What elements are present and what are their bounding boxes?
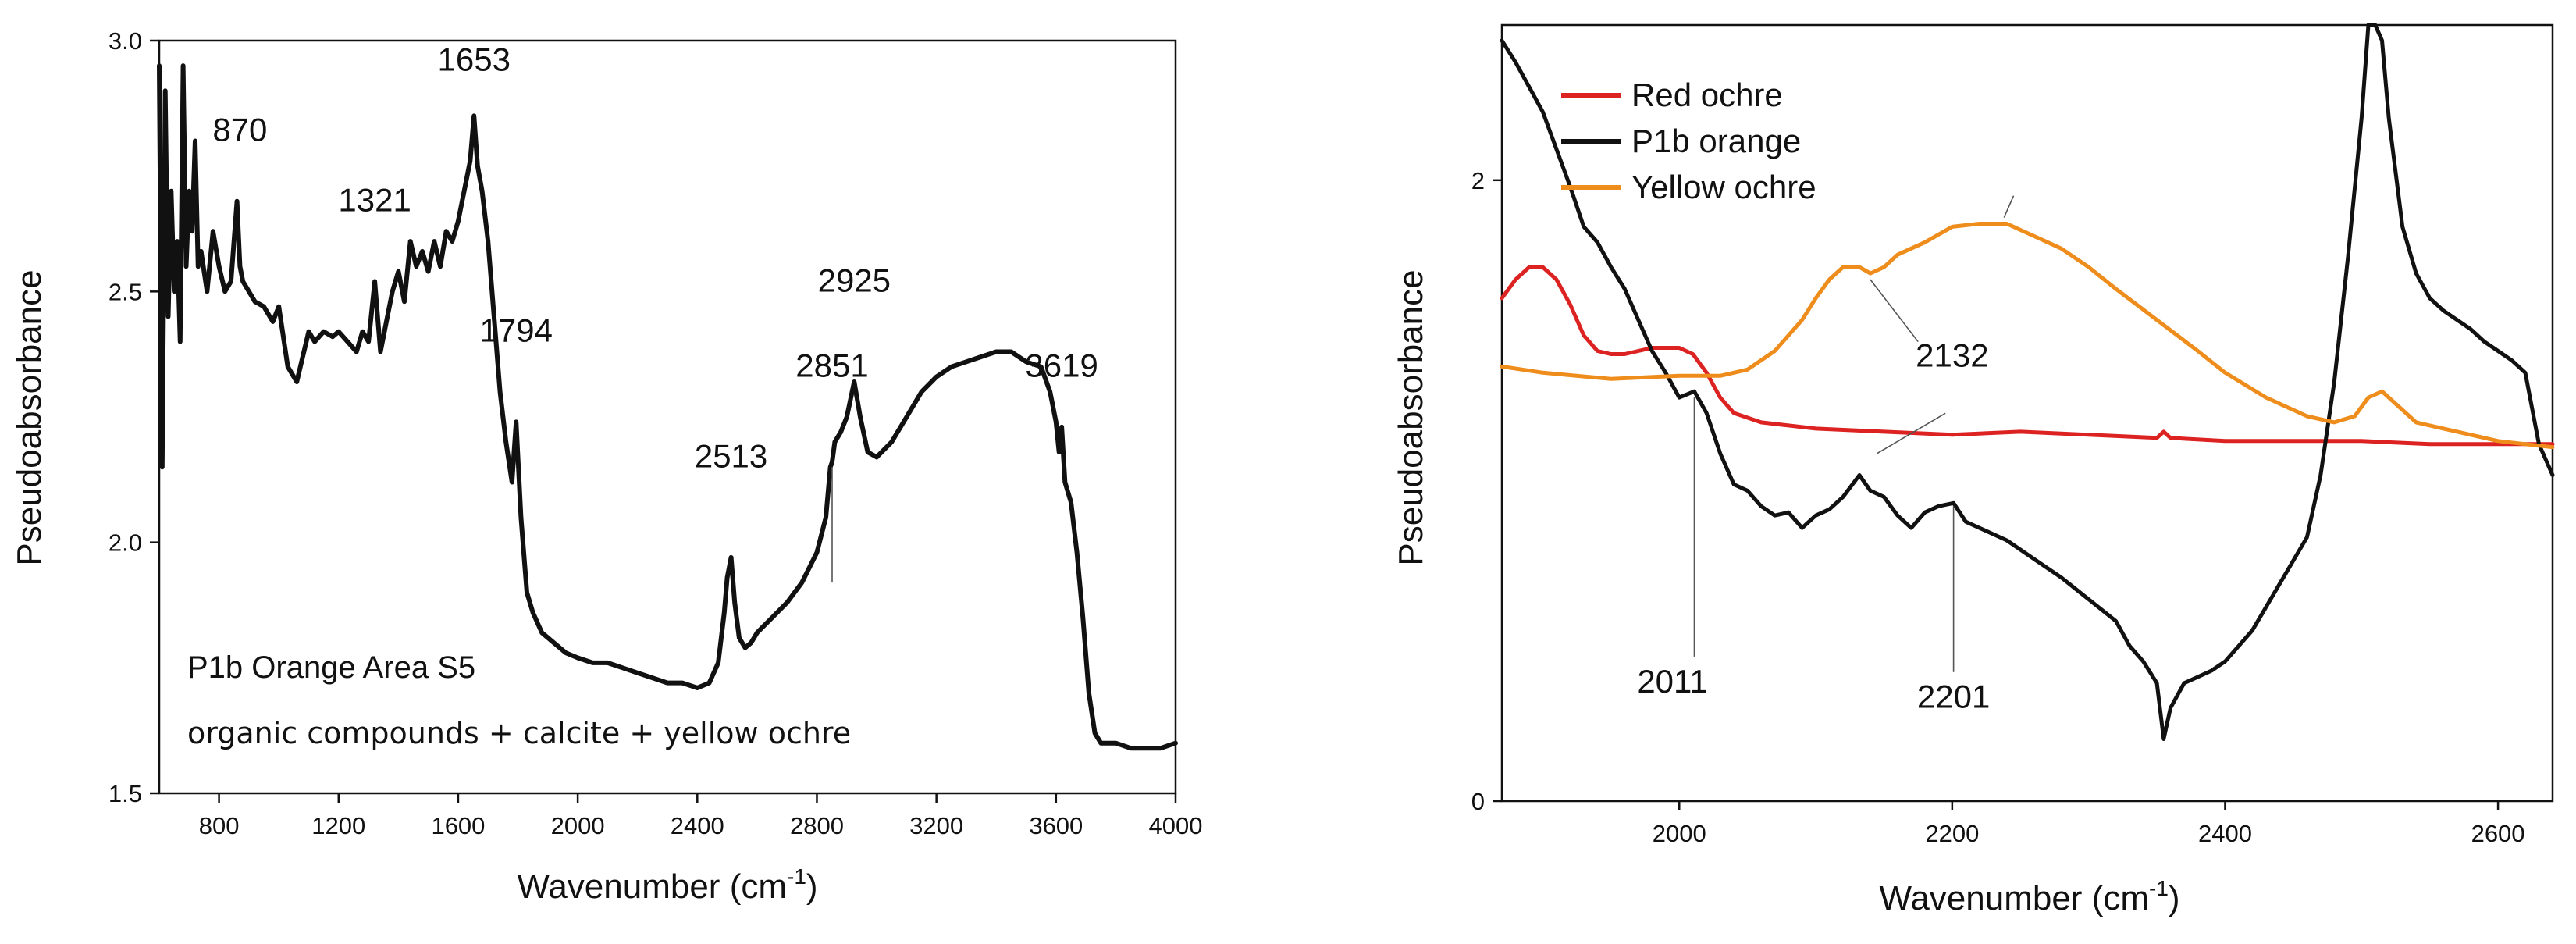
right-peak-label: 2201 — [1917, 679, 1990, 715]
legend-label-yellow-ochre: Yellow ochre — [1631, 169, 1816, 205]
left-x-tick-label: 800 — [199, 812, 240, 839]
left-y-tick-label: 3.0 — [109, 27, 142, 55]
right-peak-label: 2011 — [1637, 663, 1707, 700]
right-x-axis-title-sup: -1 — [2149, 876, 2169, 900]
left-series-p1b-orange-area-s5 — [157, 63, 1178, 751]
right-x-tick-label: 2600 — [2471, 820, 2525, 847]
right-peak-leader — [1877, 412, 1946, 454]
left-peak-label: 3619 — [1025, 347, 1098, 384]
right-peak-leader — [2003, 195, 2015, 218]
left-peak-label: 1653 — [438, 41, 511, 78]
right-series-group — [1500, 23, 2555, 741]
right-y-tick-label: 0 — [1471, 788, 1485, 815]
right-y-axis-title: Pseudoabsorbance — [1392, 269, 1430, 565]
left-y-axis-title: Pseudoabsorbance — [10, 269, 48, 565]
left-peak-label: 1794 — [480, 312, 553, 349]
right-peak-leader — [1870, 279, 1919, 343]
right-y-tick-label: 2 — [1471, 167, 1485, 194]
left-x-axis-title: Wavenumber (cm-1) — [517, 864, 817, 906]
right-series-yellow-ochre — [1500, 222, 2555, 450]
right-x-axis-title-main: Wavenumber (cm — [1879, 879, 2149, 917]
left-y-tick-label: 1.5 — [109, 780, 142, 807]
left-x-tick-label: 3600 — [1029, 812, 1083, 839]
left-series-group — [157, 63, 1178, 751]
right-x-tick-label: 2000 — [1653, 820, 1706, 847]
right-peak-labels: 2011 2132 2201 — [1637, 195, 2015, 715]
left-x-tick-label: 2400 — [671, 812, 724, 839]
right-series-red-ochre — [1500, 265, 2555, 447]
left-peak-labels: 870 1321 1653 1794 2513 2851 2925 3619 — [212, 41, 1098, 583]
left-peak-label: 2513 — [695, 437, 767, 474]
left-peak-label: 870 — [212, 112, 267, 148]
left-x-tick-label: 2000 — [551, 812, 605, 839]
right-x-tick-label: 2400 — [2198, 820, 2252, 847]
left-y-tick-label: 2.0 — [109, 529, 142, 557]
left-peak-label: 2925 — [818, 262, 891, 298]
right-legend: Red ochre P1b orange Yellow ochre — [1561, 77, 1816, 205]
left-x-tick-label: 2800 — [790, 812, 844, 839]
legend-label-red-ochre: Red ochre — [1631, 77, 1783, 113]
right-x-axis-title-close: ) — [2169, 879, 2180, 917]
left-ticks: 800 1200 1600 2000 2400 2800 3200 3600 4000 1.5 2.… — [109, 27, 1203, 839]
right-chart: 2000 2200 2400 2600 0 2 2011 2132 2201 Red ochr… — [1392, 23, 2555, 917]
left-x-tick-label: 4000 — [1149, 812, 1203, 839]
right-x-tick-label: 2200 — [1925, 820, 1979, 847]
left-peak-label: 2851 — [795, 347, 868, 384]
left-x-tick-label: 1600 — [431, 812, 485, 839]
right-plot-frame — [1500, 23, 2554, 803]
left-x-axis-title-main: Wavenumber (cm — [517, 867, 787, 906]
right-peak-label: 2132 — [1916, 337, 1988, 373]
right-ticks: 2000 2200 2400 2600 0 2 — [1471, 167, 2525, 847]
right-x-axis-title: Wavenumber (cm-1) — [1879, 876, 2179, 917]
left-x-tick-label: 3200 — [909, 812, 963, 839]
left-annotation-title: P1b Orange Area S5 — [187, 650, 475, 685]
left-x-axis-title-close: ) — [806, 867, 818, 906]
left-x-tick-label: 1200 — [311, 812, 365, 839]
left-peak-label: 1321 — [338, 182, 411, 219]
left-y-tick-label: 2.5 — [109, 278, 142, 305]
left-plot-frame — [158, 39, 1177, 795]
right-series-p1b-orange — [1500, 23, 2555, 741]
left-annotation-composition: organic compounds + calcite + yellow och… — [187, 716, 851, 750]
left-chart: 800 1200 1600 2000 2400 2800 3200 3600 4000 1.5 2.… — [10, 27, 1202, 906]
legend-label-p1b-orange: P1b orange — [1631, 123, 1801, 159]
left-x-axis-title-sup: -1 — [787, 864, 806, 889]
